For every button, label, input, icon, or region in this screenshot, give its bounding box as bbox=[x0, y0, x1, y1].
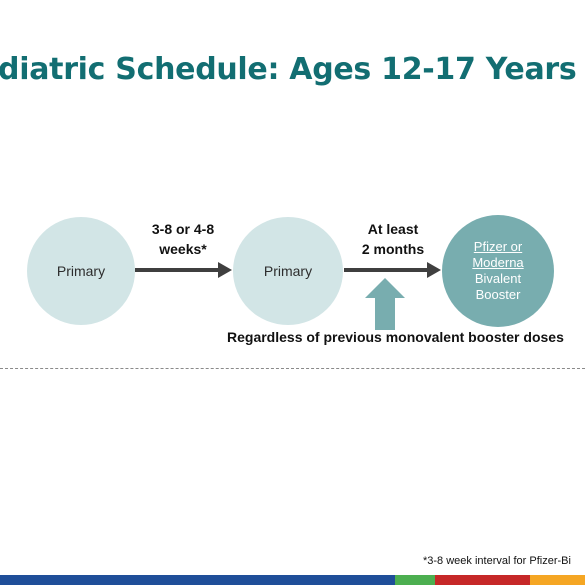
primary-dose-label-1: Primary bbox=[56, 263, 106, 279]
up-arrow-note bbox=[365, 278, 405, 330]
interval-label-2-line2: 2 months bbox=[361, 241, 425, 257]
primary-dose-node-2: Primary bbox=[233, 217, 343, 325]
interval-label-1: 3-8 or 4-8 weeks* bbox=[135, 219, 231, 259]
arrow-primary-to-primary bbox=[135, 262, 232, 278]
interval-label-2: At least 2 months bbox=[345, 219, 441, 259]
bar-segment-red bbox=[435, 575, 530, 585]
booster-label-line4: Booster bbox=[475, 287, 521, 302]
slide-title: ediatric Schedule: Ages 12-17 Years bbox=[0, 52, 577, 87]
arrow-primary-to-booster bbox=[344, 262, 441, 278]
primary-dose-label-2: Primary bbox=[263, 263, 313, 279]
dashed-divider bbox=[0, 368, 585, 369]
bottom-color-bar bbox=[0, 575, 585, 585]
interval-label-1-line2: weeks* bbox=[159, 241, 207, 257]
booster-label-line3: Bivalent bbox=[474, 271, 522, 286]
booster-note: Regardless of previous monovalent booste… bbox=[227, 329, 564, 345]
footnote: *3-8 week interval for Pfizer-Bi bbox=[423, 555, 571, 567]
interval-label-1-line1: 3-8 or 4-8 bbox=[151, 221, 215, 237]
bar-segment-green bbox=[395, 575, 435, 585]
interval-label-2-line1: At least bbox=[367, 221, 419, 237]
booster-label-line2: Moderna bbox=[472, 255, 524, 270]
bar-segment-orange bbox=[530, 575, 585, 585]
booster-label-line1: Pfizer or bbox=[473, 239, 523, 254]
primary-dose-node-1: Primary bbox=[27, 217, 135, 325]
bar-segment-blue bbox=[0, 575, 395, 585]
bivalent-booster-node: Pfizer or Moderna Bivalent Booster bbox=[442, 215, 554, 327]
